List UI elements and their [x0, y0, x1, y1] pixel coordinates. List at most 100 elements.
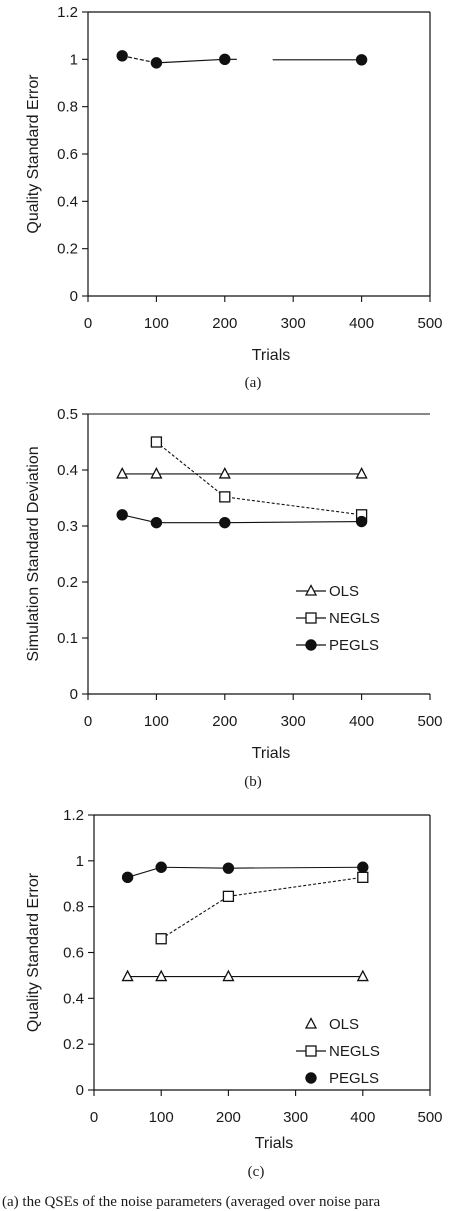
y-tick-label: 0.4	[57, 462, 78, 479]
chart-panel-3: 0 0.2 0.4 0.6 0.8 1 1.2 0 100 200 300 400 500 Trials Q…	[25, 807, 443, 1180]
legend-label-pegls: PEGLS	[329, 637, 379, 654]
y-axis-label: Quality Standard Error	[25, 872, 42, 1032]
y-tick-label: 0	[76, 1082, 84, 1099]
data-point-triangle	[121, 969, 134, 982]
x-tick-label: 400	[350, 1109, 375, 1126]
x-tick-label: 100	[149, 1109, 174, 1126]
series-ols	[116, 467, 368, 479]
data-point-circle	[116, 50, 128, 62]
data-point-circle	[357, 861, 369, 873]
data-point-triangle	[150, 467, 163, 479]
y-axis-label: Simulation Standard Deviation	[25, 446, 42, 661]
data-point-circle	[355, 515, 368, 528]
legend-marker-square	[305, 1045, 317, 1057]
data-point-square	[222, 890, 235, 903]
y-tick-label: 0.2	[57, 241, 78, 258]
data-point-circle	[121, 871, 134, 884]
series-line	[127, 866, 363, 878]
y-tick-label: 1.2	[63, 807, 84, 824]
figure-footer-caption: (a) the QSEs of the noise parameters (av…	[2, 1194, 381, 1210]
x-tick-label: 0	[84, 315, 92, 332]
y-tick-label: 1.2	[57, 4, 78, 21]
legend-marker-triangle	[304, 584, 318, 596]
y-tick-label: 0.2	[63, 1036, 84, 1053]
y-tick-label: 0.8	[63, 899, 84, 916]
data-point-triangle	[356, 969, 369, 982]
panel-caption: (a)	[245, 375, 262, 391]
series-line	[156, 58, 225, 64]
chart-panel-2: 0 0.1 0.2 0.3 0.4 0.5 0 100 200 300 400 500 Trials Si…	[25, 406, 443, 790]
series-ols	[121, 969, 369, 982]
y-tick-label: 0.2	[57, 574, 78, 591]
legend-marker-square	[305, 612, 317, 624]
x-tick-label: 300	[281, 713, 306, 730]
legend-marker-triangle	[304, 1017, 318, 1029]
y-tick-label: 0.6	[57, 146, 78, 163]
data-point-square	[357, 871, 369, 883]
legend: OLS NEGLS PEGLS	[296, 1016, 380, 1087]
data-point-circle	[155, 861, 167, 873]
legend-marker-circle	[305, 639, 317, 651]
y-tick-label: 0.1	[57, 630, 78, 647]
x-tick-label: 0	[84, 713, 92, 730]
series-pegls	[116, 509, 368, 529]
y-axis-label: Quality Standard Error	[25, 74, 42, 234]
x-axis-label: Trials	[252, 347, 291, 364]
data-point-triangle	[155, 969, 168, 982]
series-line	[160, 876, 363, 940]
x-tick-label: 300	[283, 1109, 308, 1126]
data-point-triangle	[116, 467, 129, 479]
legend: OLS NEGLS PEGLS	[296, 583, 380, 654]
series-line	[156, 441, 362, 516]
x-axis-label: Trials	[252, 745, 291, 762]
x-tick-label: 500	[417, 315, 442, 332]
y-tick-label: 1	[70, 51, 78, 68]
panel-caption: (b)	[244, 774, 262, 790]
x-tick-label: 500	[417, 1109, 442, 1126]
data-point-triangle	[222, 969, 235, 982]
y-tick-label: 0	[70, 288, 78, 305]
y-tick-label: 0.5	[57, 406, 78, 423]
data-point-circle	[150, 57, 163, 69]
x-tick-label: 200	[216, 1109, 241, 1126]
y-tick-label: 0.4	[63, 990, 84, 1007]
legend-label-ols: OLS	[329, 1016, 359, 1033]
data-point-circle	[150, 516, 163, 529]
y-tick-label: 0	[70, 686, 78, 703]
panel-caption: (c)	[248, 1164, 265, 1180]
legend-label-pegls: PEGLS	[329, 1070, 379, 1087]
data-point-square	[155, 933, 167, 945]
x-tick-label: 300	[281, 315, 306, 332]
x-tick-label: 400	[349, 315, 374, 332]
data-point-square	[219, 491, 231, 503]
chart-panel-1: 0 0.2 0.4 0.6 0.8 1 1.2 0 100 200 300 400 500 Trials Q…	[25, 4, 443, 391]
y-tick-label: 0.6	[63, 945, 84, 962]
series-negls	[155, 871, 369, 945]
x-tick-label: 100	[144, 713, 169, 730]
y-tick-label: 0.3	[57, 518, 78, 535]
x-tick-label: 0	[90, 1109, 98, 1126]
data-point-triangle	[355, 467, 368, 479]
data-point-triangle	[218, 467, 231, 479]
series-pegls	[121, 861, 369, 884]
series-line	[122, 514, 362, 524]
data-point-circle	[222, 862, 235, 874]
legend-label-negls: NEGLS	[329, 610, 380, 627]
data-point-circle	[219, 516, 231, 529]
data-point-square	[150, 436, 163, 448]
y-tick-label: 0.4	[57, 193, 78, 210]
x-tick-label: 200	[212, 315, 237, 332]
x-tick-label: 100	[144, 315, 169, 332]
x-axis-label: Trials	[255, 1135, 294, 1152]
legend-marker-circle	[305, 1072, 317, 1084]
x-tick-label: 400	[349, 713, 374, 730]
x-tick-label: 200	[212, 713, 237, 730]
data-point-circle	[219, 53, 231, 66]
series-negls	[150, 436, 368, 521]
x-tick-label: 500	[417, 713, 442, 730]
series-0	[116, 50, 368, 69]
data-point-circle	[355, 54, 368, 66]
legend-label-ols: OLS	[329, 583, 359, 600]
y-tick-label: 1	[76, 853, 84, 870]
